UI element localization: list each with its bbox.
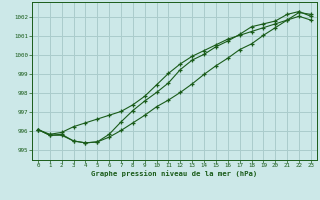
X-axis label: Graphe pression niveau de la mer (hPa): Graphe pression niveau de la mer (hPa)	[91, 171, 258, 177]
